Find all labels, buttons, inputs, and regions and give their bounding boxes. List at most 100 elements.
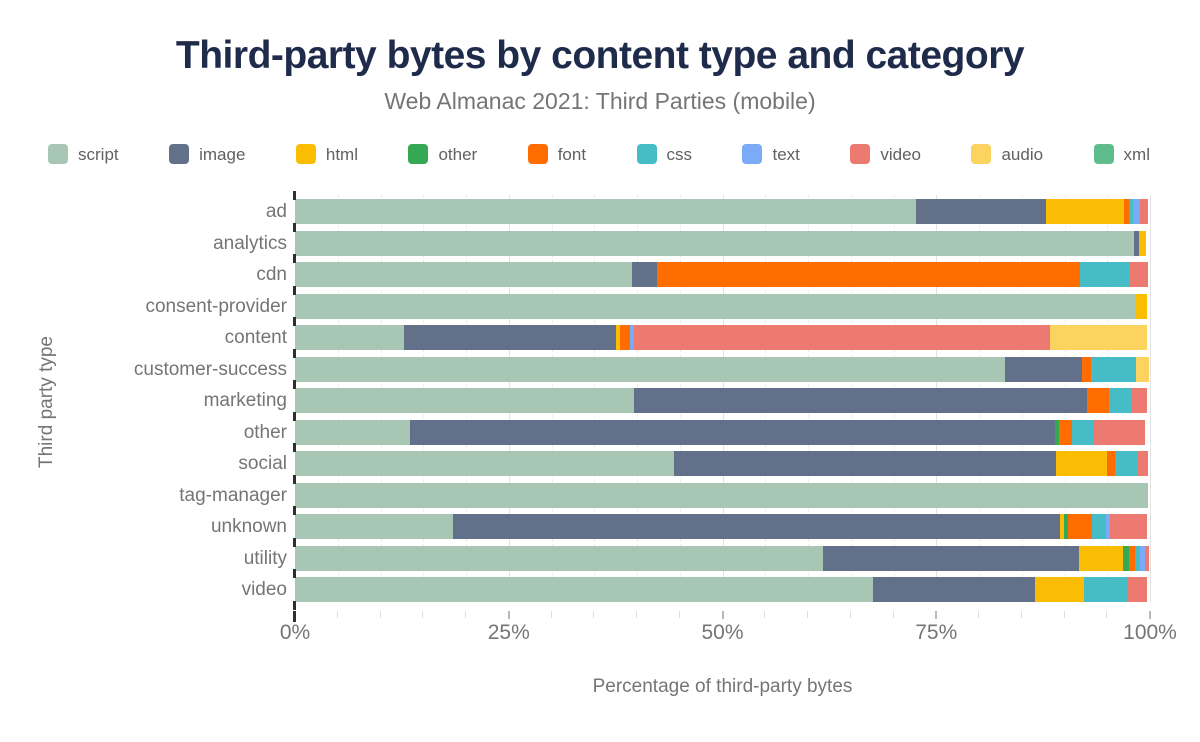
bar-segment-content-script[interactable]	[295, 325, 404, 350]
x-tick-label-75: 75%	[915, 621, 958, 644]
bar-segment-ad-script[interactable]	[295, 199, 916, 224]
bar-segment-video-video[interactable]	[1127, 577, 1147, 602]
bar-segment-other-image[interactable]	[410, 419, 1056, 445]
font-swatch-icon	[527, 144, 548, 164]
bar-segment-customer-success-css[interactable]	[1091, 356, 1137, 382]
bar-segment-social-css[interactable]	[1114, 451, 1138, 476]
legend-item-xml[interactable]: xml	[1093, 144, 1150, 164]
bar-segment-utility-text[interactable]	[1139, 545, 1145, 571]
bar-segment-unknown-text[interactable]	[1106, 514, 1110, 539]
x-axis-tick	[1020, 611, 1022, 618]
x-axis-tick	[550, 611, 552, 618]
y-axis-tick	[293, 317, 296, 327]
legend-label: text	[772, 144, 800, 164]
y-axis-tick	[293, 569, 296, 579]
bar-segment-cdn-image[interactable]	[631, 262, 657, 287]
legend-item-css[interactable]: css	[636, 144, 693, 164]
bar-segment-utility-other[interactable]	[1122, 545, 1129, 571]
bar-segment-consent-provider-script[interactable]	[295, 293, 1136, 319]
legend-item-other[interactable]: other	[408, 144, 477, 164]
gridline-major	[1150, 195, 1151, 602]
legend-label: audio	[1001, 144, 1044, 164]
bar-segment-ad-text[interactable]	[1132, 199, 1140, 224]
bar-segment-cdn-video[interactable]	[1130, 262, 1149, 287]
bar-segment-marketing-css[interactable]	[1108, 388, 1132, 413]
bar-segment-other-css[interactable]	[1072, 419, 1094, 445]
bar-segment-customer-success-audio[interactable]	[1136, 356, 1150, 382]
category-label-tag-manager: tag-manager	[179, 484, 287, 506]
bar-segment-analytics-script[interactable]	[295, 230, 1134, 256]
bar-segment-tag-manager-script[interactable]	[295, 482, 1149, 508]
x-axis-tick	[593, 611, 595, 618]
bar-segment-unknown-html[interactable]	[1060, 514, 1064, 539]
bar-segment-utility-video[interactable]	[1144, 545, 1150, 571]
bar-segment-utility-html[interactable]	[1079, 545, 1123, 571]
bar-segment-cdn-font[interactable]	[656, 262, 1080, 287]
bar-segment-utility-font[interactable]	[1128, 545, 1135, 571]
bar-segment-content-video[interactable]	[633, 325, 1050, 350]
legend-item-video[interactable]: video	[850, 144, 921, 164]
bar-segment-unknown-script[interactable]	[295, 514, 454, 539]
bar-segment-unknown-video[interactable]	[1109, 514, 1148, 539]
bar-segment-marketing-video[interactable]	[1131, 388, 1148, 413]
legend-item-script[interactable]: script	[48, 144, 119, 164]
bar-segment-ad-video[interactable]	[1139, 199, 1149, 224]
bar-segment-content-text[interactable]	[630, 325, 634, 350]
y-axis-tick	[293, 600, 296, 610]
bar-segment-video-image[interactable]	[872, 577, 1035, 602]
bar-segment-unknown-other[interactable]	[1063, 514, 1068, 539]
bar-segment-customer-success-image[interactable]	[1004, 356, 1083, 382]
bar-segment-content-image[interactable]	[403, 325, 616, 350]
bar-segment-content-font[interactable]	[619, 325, 631, 350]
legend-label: image	[199, 144, 246, 164]
legend-item-font[interactable]: font	[527, 144, 586, 164]
y-axis-tick	[293, 474, 296, 484]
bar-segment-ad-image[interactable]	[915, 199, 1046, 224]
legend-item-audio[interactable]: audio	[971, 144, 1043, 164]
bar-segment-other-font[interactable]	[1058, 419, 1073, 445]
bar-segment-content-audio[interactable]	[1049, 325, 1148, 350]
y-axis-tick	[293, 537, 296, 547]
bar-segment-other-other[interactable]	[1055, 419, 1059, 445]
bar-segment-customer-success-font[interactable]	[1082, 356, 1091, 382]
legend-item-html[interactable]: html	[295, 144, 358, 164]
bar-segment-content-html[interactable]	[615, 325, 620, 350]
bar-row-content	[295, 325, 1150, 350]
category-axis: ad analytics cdn consent-provider content cus…	[0, 195, 287, 610]
legend-item-image[interactable]: image	[169, 144, 245, 164]
bar-segment-social-video[interactable]	[1137, 451, 1149, 476]
bar-segment-ad-css[interactable]	[1129, 199, 1133, 224]
bar-segment-unknown-css[interactable]	[1091, 514, 1107, 539]
bar-segment-unknown-image[interactable]	[453, 514, 1061, 539]
bar-segment-other-video[interactable]	[1093, 419, 1145, 445]
bar-segment-customer-success-script[interactable]	[295, 356, 1005, 382]
x-axis-tick	[422, 611, 424, 618]
bar-segment-marketing-script[interactable]	[295, 388, 635, 413]
bar-segment-other-script[interactable]	[295, 419, 411, 445]
bar-segment-ad-html[interactable]	[1045, 199, 1125, 224]
bar-segment-utility-image[interactable]	[822, 545, 1080, 571]
bar-segment-video-css[interactable]	[1084, 577, 1128, 602]
bar-segment-marketing-image[interactable]	[634, 388, 1087, 413]
bar-segment-social-script[interactable]	[295, 451, 674, 476]
bar-segment-cdn-css[interactable]	[1079, 262, 1131, 287]
bar-segment-video-html[interactable]	[1034, 577, 1085, 602]
legend-item-text[interactable]: text	[742, 144, 800, 164]
y-axis-tick	[293, 443, 296, 453]
bar-segment-ad-font[interactable]	[1124, 199, 1130, 224]
bar-segment-marketing-font[interactable]	[1086, 388, 1109, 413]
bar-segment-analytics-html[interactable]	[1138, 230, 1146, 256]
script-swatch-icon	[48, 144, 68, 164]
bar-segment-utility-script[interactable]	[295, 545, 823, 571]
bar-row-unknown	[295, 514, 1150, 539]
legend-label: css	[666, 144, 693, 164]
bar-segment-utility-css[interactable]	[1134, 545, 1140, 571]
bar-segment-social-html[interactable]	[1055, 451, 1108, 476]
bar-segment-consent-provider-html[interactable]	[1135, 293, 1148, 319]
bar-segment-social-image[interactable]	[673, 451, 1056, 476]
bar-segment-video-script[interactable]	[295, 577, 873, 602]
bar-segment-social-font[interactable]	[1107, 451, 1115, 476]
bar-segment-unknown-font[interactable]	[1067, 514, 1092, 539]
bar-segment-cdn-script[interactable]	[295, 262, 632, 287]
bar-segment-analytics-image[interactable]	[1133, 230, 1139, 256]
